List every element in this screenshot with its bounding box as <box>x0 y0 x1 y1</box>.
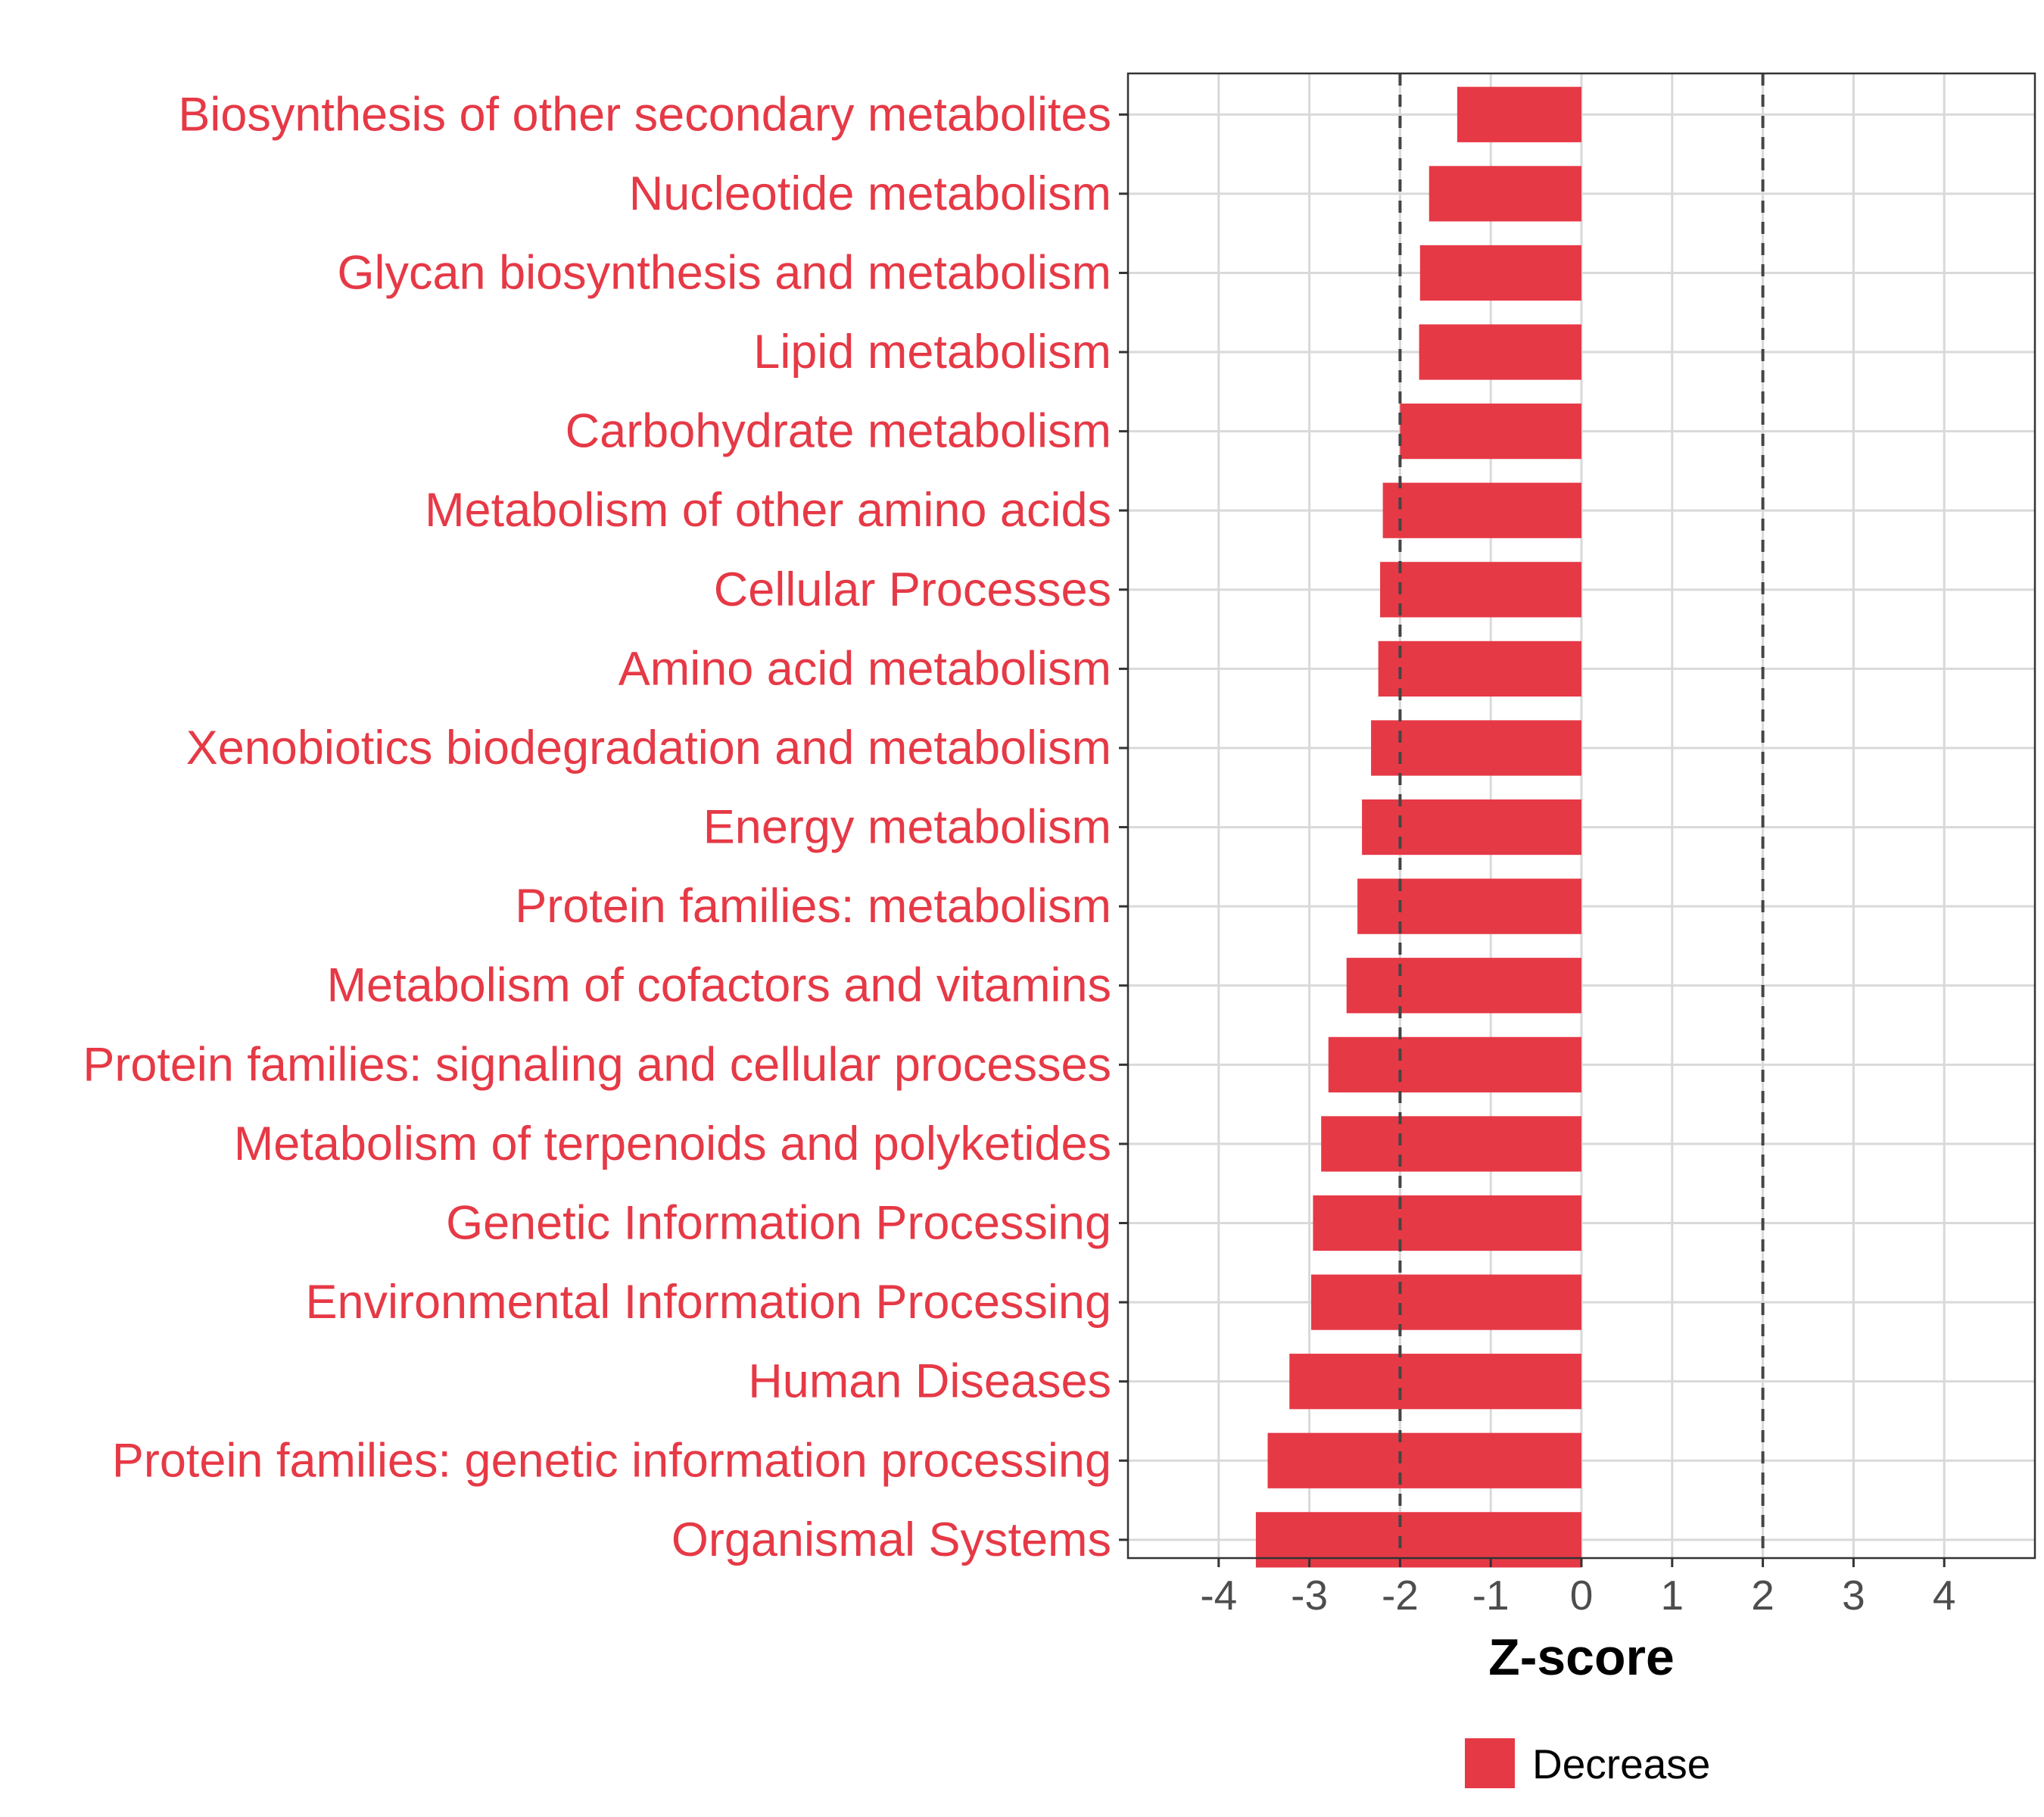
x-tick-label: -3 <box>1291 1572 1328 1619</box>
x-axis-title: Z-score <box>1488 1628 1675 1686</box>
y-tick-label: Protein families: genetic information pr… <box>112 1434 1111 1487</box>
bar-cellular-processes <box>1380 562 1581 618</box>
y-tick-label: Genetic Information Processing <box>446 1197 1111 1250</box>
x-tick-label: 0 <box>1570 1572 1594 1619</box>
bar-biosynthesis-of-other-secondary-metabolites <box>1457 86 1581 142</box>
y-axis: Biosynthesis of other secondary metaboli… <box>83 88 1128 1566</box>
bar-environmental-information-processing <box>1310 1274 1581 1330</box>
y-tick-label: Metabolism of terpenoids and polyketides <box>234 1117 1111 1170</box>
legend-label-decrease: Decrease <box>1532 1741 1710 1787</box>
bar-energy-metabolism <box>1362 799 1581 856</box>
y-tick-label: Cellular Processes <box>714 563 1111 616</box>
y-tick-label: Nucleotide metabolism <box>629 167 1111 220</box>
bar-protein-families-metabolism <box>1357 878 1581 934</box>
x-tick-label: -4 <box>1200 1572 1237 1619</box>
y-tick-label: Metabolism of cofactors and vitamins <box>327 959 1111 1012</box>
bar-human-diseases <box>1289 1354 1581 1410</box>
y-tick-label: Human Diseases <box>748 1355 1111 1408</box>
y-tick-label: Lipid metabolism <box>753 326 1111 379</box>
bar-protein-families-genetic-information-processing <box>1267 1432 1581 1488</box>
x-tick-label: 1 <box>1661 1572 1684 1619</box>
bar-metabolism-of-cofactors-and-vitamins <box>1346 958 1581 1014</box>
bar-protein-families-signaling-and-cellular-processes <box>1328 1036 1581 1092</box>
legend: Decrease <box>1465 1738 1710 1788</box>
reference-lines <box>1398 73 1765 1558</box>
x-axis: -4 -3 -2 -1 0 1 2 3 4 <box>1200 1558 1955 1619</box>
legend-swatch-decrease <box>1465 1738 1515 1788</box>
y-tick-label: Carbohydrate metabolism <box>566 405 1111 458</box>
y-tick-label: Energy metabolism <box>703 801 1111 854</box>
bar-metabolism-of-terpenoids-and-polyketides <box>1321 1116 1581 1172</box>
bar-glycan-biosynthesis-and-metabolism <box>1419 245 1581 301</box>
bar-amino-acid-metabolism <box>1378 640 1581 697</box>
y-tick-label: Protein families: signaling and cellular… <box>83 1038 1111 1091</box>
y-tick-label: Organismal Systems <box>671 1513 1111 1566</box>
bar-xenobiotics-biodegradation-and-metabolism <box>1371 720 1581 776</box>
y-tick-label: Protein families: metabolism <box>515 880 1111 933</box>
x-tick-label: -1 <box>1472 1572 1510 1619</box>
bar-carbohydrate-metabolism <box>1400 404 1581 460</box>
y-tick-label: Environmental Information Processing <box>305 1276 1111 1329</box>
x-tick-label: 3 <box>1842 1572 1865 1619</box>
x-tick-label: -2 <box>1382 1572 1419 1619</box>
bar-layer <box>1255 86 1581 1568</box>
x-tick-label: 4 <box>1933 1572 1956 1619</box>
y-tick-label: Amino acid metabolism <box>618 642 1111 695</box>
bar-metabolism-of-other-amino-acids <box>1382 482 1581 538</box>
bar-lipid-metabolism <box>1419 324 1581 380</box>
y-tick-label: Metabolism of other amino acids <box>425 484 1111 537</box>
bar-organismal-systems <box>1255 1512 1581 1568</box>
bar-genetic-information-processing <box>1313 1195 1581 1251</box>
y-tick-label: Glycan biosynthesis and metabolism <box>338 246 1112 299</box>
x-tick-label: 2 <box>1751 1572 1774 1619</box>
bar-nucleotide-metabolism <box>1429 166 1581 222</box>
y-tick-label: Biosynthesis of other secondary metaboli… <box>178 88 1111 141</box>
y-tick-label: Xenobiotics biodegradation and metabolis… <box>186 722 1111 774</box>
